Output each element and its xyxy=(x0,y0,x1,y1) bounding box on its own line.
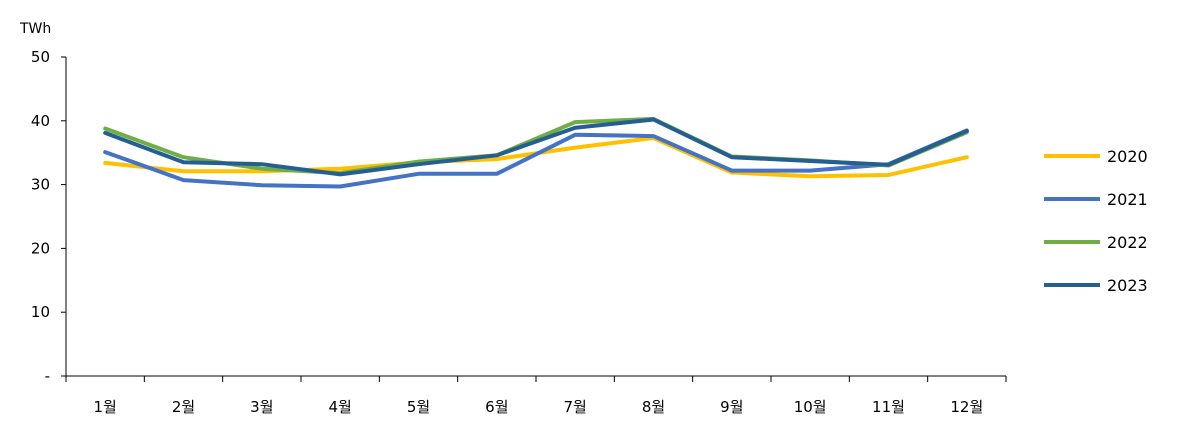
y-tick-label: 30 xyxy=(31,176,50,194)
series-lines xyxy=(103,116,969,189)
x-tick-label: 1월 xyxy=(93,398,116,416)
x-tick-label: 5월 xyxy=(407,398,430,416)
y-axis-unit-label: TWh xyxy=(19,21,51,37)
legend-label-2022: 2022 xyxy=(1107,233,1148,252)
x-tick-label: 11월 xyxy=(872,398,905,416)
x-tick-label: 12월 xyxy=(950,398,983,416)
x-tick-label: 9월 xyxy=(720,398,743,416)
legend: 2020 2021 2022 2023 xyxy=(1044,147,1148,295)
x-tick-label: 3월 xyxy=(250,398,273,416)
x-tick-label: 7월 xyxy=(563,398,586,416)
x-tick-label: 6월 xyxy=(485,398,508,416)
x-tick-label: 4월 xyxy=(328,398,351,416)
series-line-2021 xyxy=(103,128,969,189)
y-tick-label: - xyxy=(45,367,50,385)
axes: - 10 20 30 40 50 1월 2월 3월 4월 5월 6월 7월 8월 9월 10월 11월 12월 xyxy=(31,48,1007,416)
series-line-2023 xyxy=(103,117,969,177)
y-tick-label: 20 xyxy=(31,239,50,257)
x-tick-label: 10월 xyxy=(794,398,827,416)
y-tick-label: 40 xyxy=(31,112,50,130)
series-line-2020 xyxy=(103,136,969,179)
legend-label-2021: 2021 xyxy=(1107,190,1148,209)
y-tick-label: 10 xyxy=(31,303,50,321)
x-tick-label: 2월 xyxy=(172,398,195,416)
legend-label-2023: 2023 xyxy=(1107,276,1148,295)
legend-label-2020: 2020 xyxy=(1107,147,1148,166)
x-tick-label: 8월 xyxy=(642,398,665,416)
y-tick-label: 50 xyxy=(31,48,50,66)
